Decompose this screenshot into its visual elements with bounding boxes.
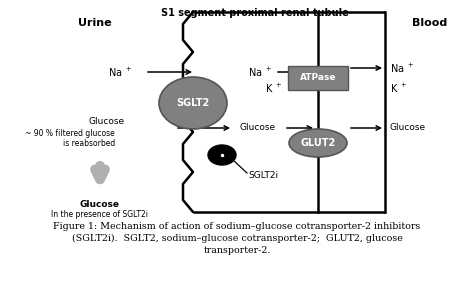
Text: SGLT2i: SGLT2i: [248, 171, 278, 180]
Text: K $^+$: K $^+$: [390, 81, 408, 95]
Text: Glucose: Glucose: [240, 124, 276, 133]
Text: Na $^+$: Na $^+$: [390, 61, 415, 74]
Text: Blood: Blood: [412, 18, 447, 28]
Text: Figure 1: Mechanism of action of sodium–glucose cotransporter-2 inhibitors
(SGLT: Figure 1: Mechanism of action of sodium–…: [54, 222, 420, 255]
Text: Na $^+$: Na $^+$: [248, 65, 273, 79]
Text: Glucose: Glucose: [89, 117, 125, 126]
Text: SGLT2: SGLT2: [176, 98, 210, 108]
Ellipse shape: [208, 145, 236, 165]
Text: In the presence of SGLT2i: In the presence of SGLT2i: [52, 210, 148, 219]
Text: S1 segment proximal renal tubule: S1 segment proximal renal tubule: [161, 8, 349, 18]
Text: Glucose: Glucose: [390, 124, 426, 133]
Text: is reabsorbed: is reabsorbed: [63, 140, 115, 149]
Text: Glucose: Glucose: [80, 200, 120, 209]
Text: ~ 90 % filtered glucose: ~ 90 % filtered glucose: [25, 129, 115, 138]
Ellipse shape: [159, 77, 227, 129]
Text: Na $^+$: Na $^+$: [109, 65, 133, 79]
FancyBboxPatch shape: [288, 66, 348, 90]
Text: GLUT2: GLUT2: [301, 138, 336, 148]
Ellipse shape: [289, 129, 347, 157]
Text: Urine: Urine: [78, 18, 112, 28]
Text: K $^+$: K $^+$: [265, 81, 283, 95]
Text: ATPase: ATPase: [300, 74, 336, 83]
